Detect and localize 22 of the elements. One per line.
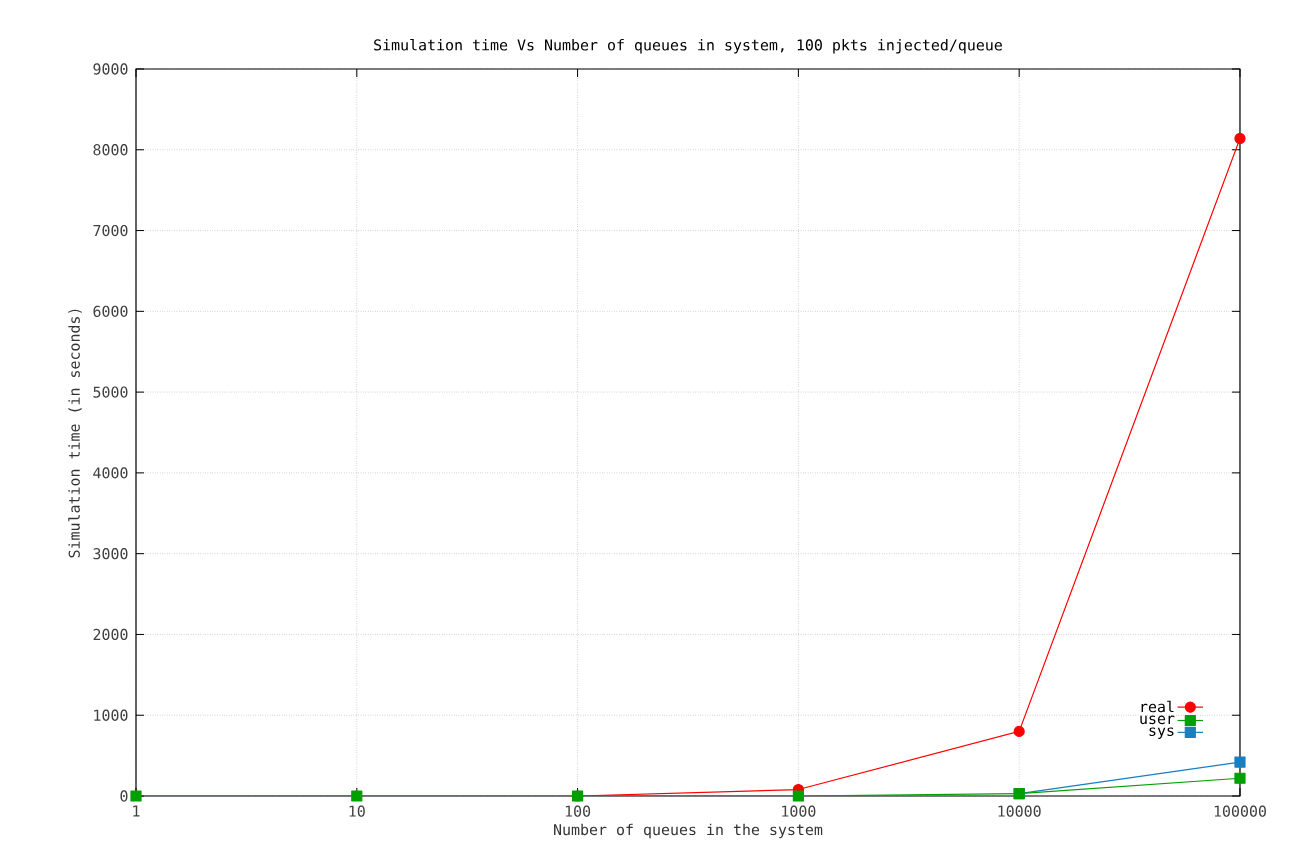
x-tick-label: 100 [565, 805, 591, 817]
x-tick-label: 1 [133, 805, 140, 817]
y-tick-label: 9000 [93, 63, 128, 75]
chart-title: Simulation time Vs Number of queues in system, 100 pkts injected/queue [374, 38, 1002, 54]
y-tick-label: 2000 [93, 628, 128, 641]
y-tick-label: 6000 [93, 305, 128, 317]
x-axis-title: Number of queues in the system [554, 823, 823, 839]
x-tick-label: 100000 [1214, 805, 1266, 817]
x-tick-label: 10 [349, 805, 365, 817]
legend-label: user [1140, 715, 1175, 725]
y-tick-label: 5000 [93, 386, 128, 398]
y-tick-label: 1000 [94, 709, 128, 721]
y-tick-label: 7000 [93, 224, 128, 237]
y-axis-title: Simulation time (in seconds) [68, 309, 82, 558]
y-tick-label: 8000 [93, 144, 128, 156]
legend-label: real [1141, 700, 1174, 713]
x-tick-label: 10000 [998, 805, 1041, 817]
y-tick-label: 3000 [93, 548, 128, 560]
x-tick-label: 1000 [782, 805, 816, 817]
y-tick-label: 4000 [93, 467, 128, 479]
y-tick-label: 0 [120, 790, 128, 802]
legend-label: sys [1149, 727, 1174, 739]
